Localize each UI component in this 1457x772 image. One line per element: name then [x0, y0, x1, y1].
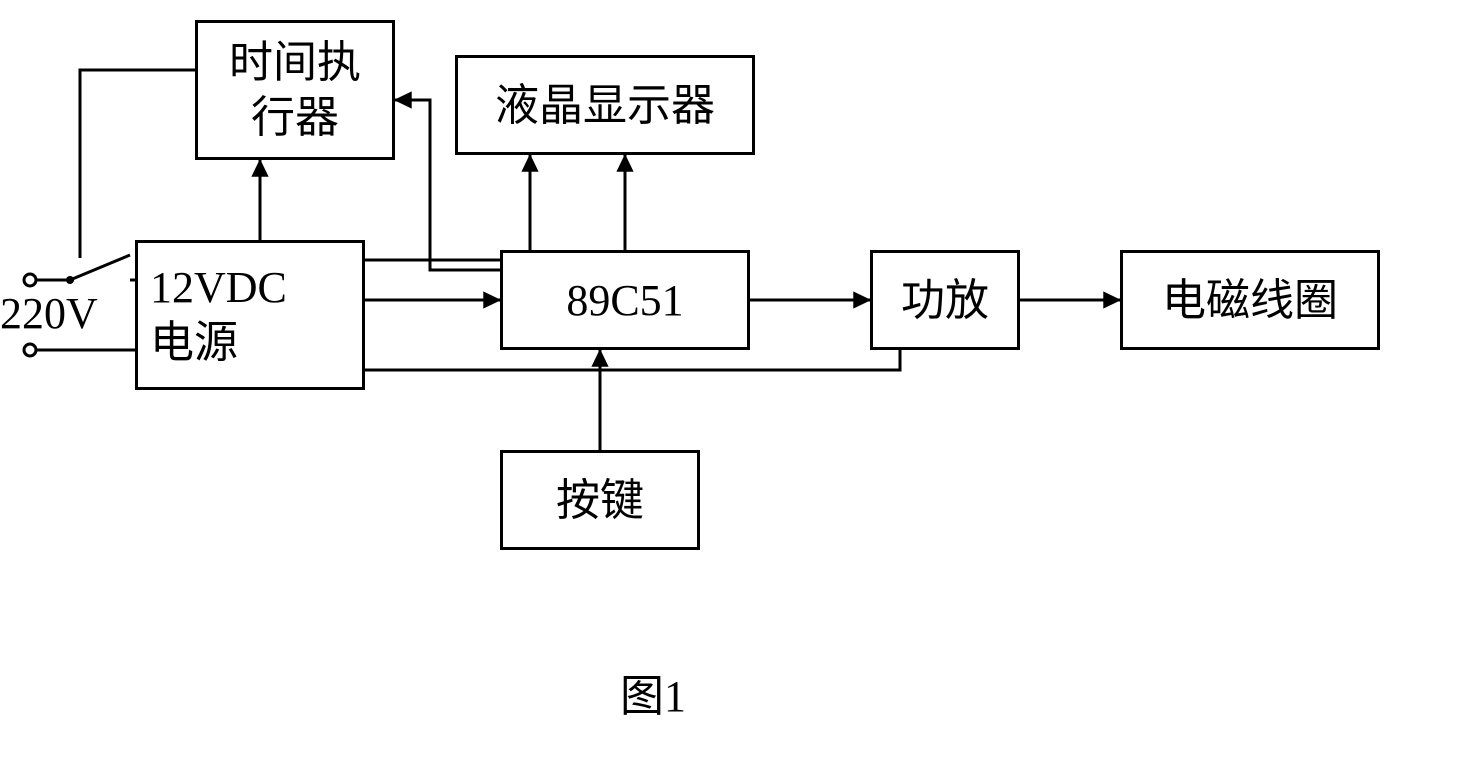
switch-blade: [70, 255, 130, 280]
block-lcd: 液晶显示器: [455, 55, 755, 155]
keys-to-mcu-arrowhead: [592, 350, 608, 366]
block-mcu-label: 89C51: [566, 273, 683, 328]
psu-to-amp: [365, 350, 900, 370]
psu-to-timer-arrowhead: [252, 160, 268, 176]
amp-to-coil-arrowhead: [1104, 292, 1120, 308]
psu-to-mcu-arrowhead: [484, 292, 500, 308]
psu-to-lcd-arrowhead: [522, 155, 538, 171]
ac-bot-terminal: [24, 344, 36, 356]
psu-to-lcd: [365, 155, 530, 260]
block-keys-label: 按键: [556, 473, 644, 528]
block-psu: 12VDC 电源: [135, 240, 365, 390]
block-amp: 功放: [870, 250, 1020, 350]
ac-top-terminal: [24, 274, 36, 286]
block-amp-label: 功放: [901, 273, 989, 328]
block-mcu: 89C51: [500, 250, 750, 350]
block-keys: 按键: [500, 450, 700, 550]
mcu-to-amp-arrowhead: [854, 292, 870, 308]
block-lcd-label: 液晶显示器: [495, 78, 715, 133]
figure-caption: 图1: [620, 660, 686, 724]
timer-to-switch: [80, 70, 195, 258]
block-timer-label: 时间执 行器: [229, 35, 361, 145]
block-timer: 时间执 行器: [195, 20, 395, 160]
mcu-to-lcd-arrowhead: [617, 155, 633, 171]
block-psu-label: 12VDC 电源: [150, 260, 287, 370]
input-voltage-text: 220V: [0, 289, 98, 338]
figure-caption-text: 图1: [620, 672, 686, 721]
mcu-to-timer-arrowhead: [395, 92, 411, 108]
block-coil-label: 电磁线圈: [1162, 273, 1338, 328]
input-voltage-label: 220V: [0, 288, 110, 338]
diagram-canvas: 时间执 行器 液晶显示器 12VDC 电源 89C51 功放 电磁线圈 按键 2…: [0, 0, 1457, 772]
switch-pivot: [66, 276, 74, 284]
block-coil: 电磁线圈: [1120, 250, 1380, 350]
